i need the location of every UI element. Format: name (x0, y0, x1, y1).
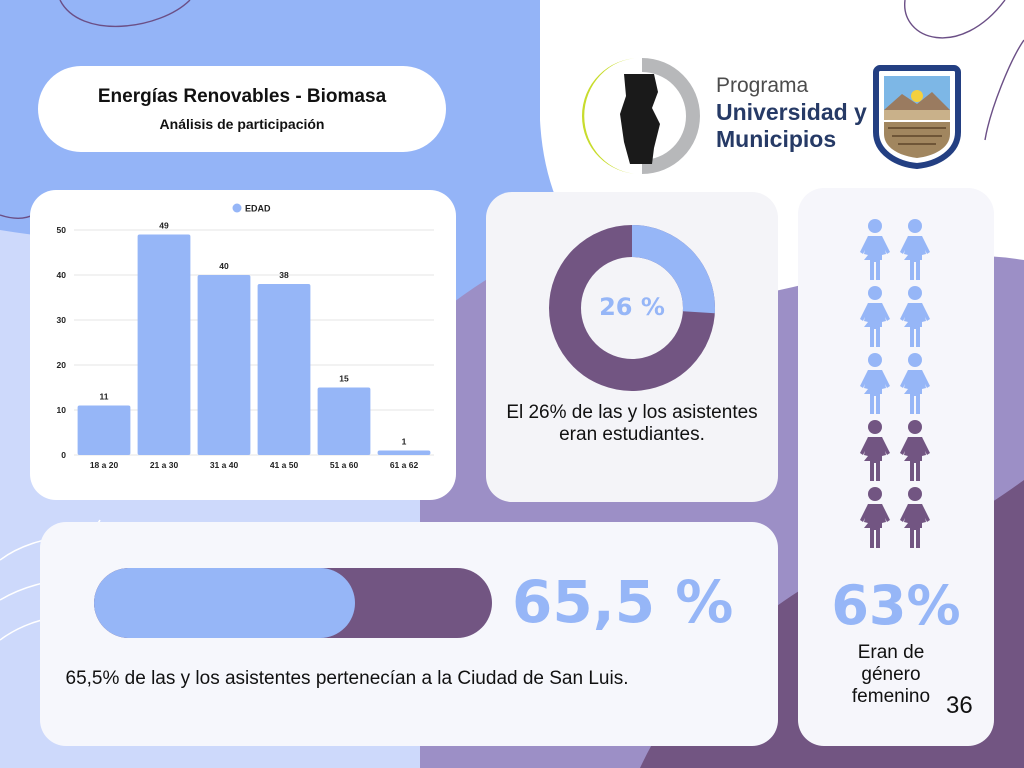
x-tick-label: 41 a 50 (270, 460, 299, 470)
page-title: Energías Renovables - Biomasa (97, 86, 387, 107)
woman-icon (856, 419, 894, 489)
data-label: 11 (100, 392, 109, 402)
data-label: 49 (159, 221, 169, 231)
province-emblem-icon (873, 65, 961, 170)
woman-icon (856, 285, 894, 355)
city-progress-bar (94, 568, 492, 638)
city-percent-value: 65,5 % (512, 568, 734, 636)
woman-icon (856, 218, 894, 288)
bar (77, 405, 131, 455)
y-tick-label: 30 (57, 315, 67, 325)
woman-icon (896, 352, 934, 422)
woman-icon (856, 486, 894, 556)
y-tick-label: 0 (61, 450, 66, 460)
legend-swatch (232, 203, 242, 213)
x-tick-label: 61 a 62 (390, 460, 419, 470)
students-card: 26 % El 26% de las y los asistentes eran… (486, 192, 778, 502)
woman-icon (896, 218, 934, 288)
bar (257, 284, 311, 455)
gender-caption: Eran de género femenino (851, 642, 931, 707)
page-subtitle: Análisis de participación (159, 116, 325, 132)
x-tick-label: 18 a 20 (90, 460, 119, 470)
woman-icon (896, 419, 934, 489)
age-chart-card: EDAD 0 10 20 30 40 50 11 18 a 20 49 21 a 30 40 31 a … (30, 190, 456, 500)
y-tick-label: 40 (57, 270, 67, 280)
bar (197, 275, 251, 455)
logo-text-universidad: Universidad y (716, 99, 867, 125)
data-label: 15 (339, 374, 349, 384)
y-tick-label: 10 (57, 405, 67, 415)
page-number: 36 (946, 692, 973, 719)
donut-value-label: 26 % (599, 293, 665, 321)
city-caption: 65,5% de las y los asistentes pertenecía… (65, 668, 629, 689)
age-bar-chart: EDAD 0 10 20 30 40 50 11 18 a 20 49 21 a 30 40 31 a … (57, 203, 434, 470)
data-label: 38 (279, 270, 289, 280)
students-donut-chart: 26 % (549, 225, 715, 391)
bar (137, 234, 191, 455)
data-label: 1 (402, 437, 407, 447)
donut-segment-students (549, 225, 715, 391)
gender-percent-value: 63% (831, 574, 961, 637)
students-caption: El 26% de las y los asistentes eran estu… (506, 402, 758, 445)
title-card: Energías Renovables - Biomasa Análisis d… (38, 66, 446, 152)
woman-icon (856, 352, 894, 422)
logo-text-municipios: Municipios (716, 126, 837, 152)
bar (317, 387, 371, 455)
city-progress-fill (94, 568, 355, 638)
data-label: 40 (219, 261, 229, 271)
x-tick-label: 21 a 30 (150, 460, 179, 470)
city-card: 65,5 % 65,5% de las y los asistentes per… (40, 522, 778, 746)
y-tick-label: 50 (57, 225, 67, 235)
bar (377, 450, 431, 455)
woman-icon (896, 285, 934, 355)
x-tick-label: 31 a 40 (210, 460, 239, 470)
x-tick-label: 51 a 60 (330, 460, 359, 470)
y-tick-label: 20 (57, 360, 67, 370)
legend-label: EDAD (245, 204, 271, 214)
gender-card: 63% Eran de género femenino (798, 188, 994, 746)
program-logo-icon (581, 57, 700, 174)
logo-text-programa: Programa (716, 74, 809, 97)
woman-icon (896, 486, 934, 556)
